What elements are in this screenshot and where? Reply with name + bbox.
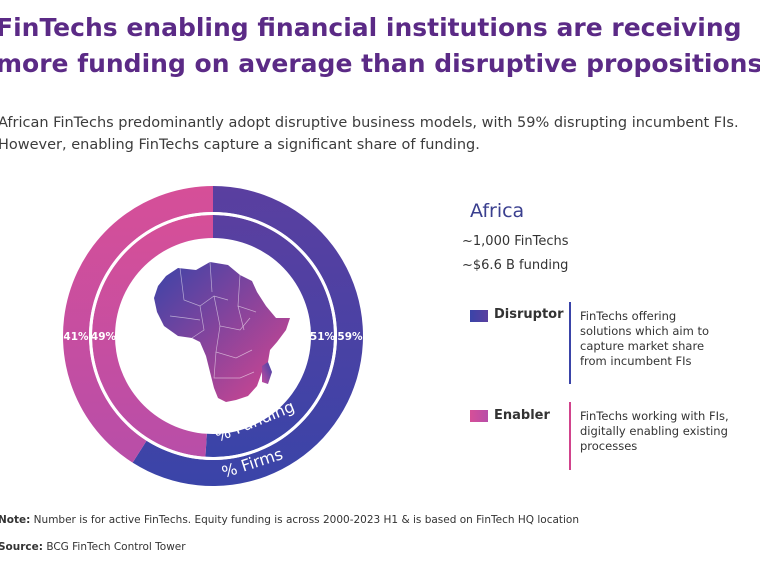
stat-fintech-count: ~1,000 FinTechs	[462, 234, 569, 249]
inner-ring-disruptor-slice	[205, 215, 335, 457]
footnote: Note: Number is for active FinTechs. Equ…	[0, 514, 579, 526]
inner-ring-disruptor-pct-label: 51%	[310, 331, 336, 343]
title-line-1: FinTechs enabling financial institutions…	[0, 13, 742, 42]
enabler-legend-label: Enabler	[494, 408, 550, 423]
enabler-divider	[569, 402, 571, 470]
outer-ring-enabler-slice	[62, 186, 213, 463]
disruptor-legend-label: Disruptor	[494, 307, 564, 322]
legend-region-heading: Africa	[470, 200, 525, 222]
page-title: FinTechs enabling financial institutions…	[0, 10, 760, 82]
enabler-swatch	[470, 410, 488, 422]
source-label: Source:	[0, 541, 43, 553]
stat-funding-total: ~$6.6 B funding	[462, 258, 569, 273]
inner-ring-enabler-pct-label: 49%	[91, 331, 117, 343]
source-text: BCG FinTech Control Tower	[42, 541, 186, 553]
outer-ring-disruptor-slice	[132, 186, 363, 486]
note-text: Number is for active FinTechs. Equity fu…	[30, 514, 580, 526]
outer-ring-enabler-pct-label: 41%	[63, 331, 89, 343]
madagascar-shape	[262, 362, 272, 384]
country-borders	[169, 261, 257, 379]
page-subtitle: African FinTechs predominantly adopt dis…	[0, 112, 760, 156]
note-label: Note:	[0, 514, 31, 526]
africa-mainland-shape	[154, 262, 290, 402]
disruptor-divider	[569, 302, 571, 384]
ring-layer: 59% 41% 51% 49%	[62, 186, 363, 486]
disruptor-description: FinTechs offering solutions which aim to…	[580, 309, 709, 368]
disruptor-swatch	[470, 310, 488, 322]
subtitle-line-1: African FinTechs predominantly adopt dis…	[0, 115, 739, 131]
africa-map	[154, 261, 290, 402]
ring-separator	[89, 212, 337, 460]
source-line: Source: BCG FinTech Control Tower	[0, 541, 186, 553]
title-line-2: more funding on average than disruptive …	[0, 49, 760, 78]
inner-ring-enabler-slice	[92, 215, 213, 457]
outer-ring-disruptor-pct-label: 59%	[337, 331, 363, 343]
enabler-description: FinTechs working with FIs, digitally ena…	[580, 409, 729, 453]
subtitle-line-2: However, enabling FinTechs capture a sig…	[0, 137, 480, 153]
